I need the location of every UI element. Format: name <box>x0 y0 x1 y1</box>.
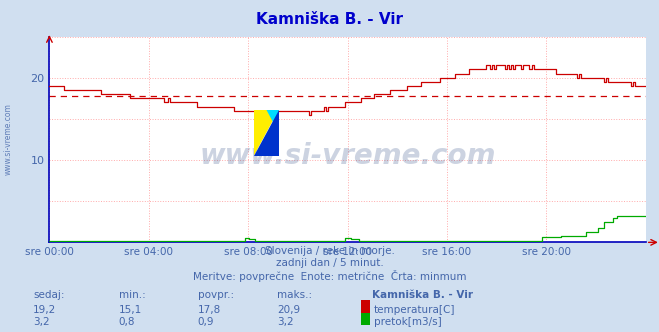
Text: pretok[m3/s]: pretok[m3/s] <box>374 317 442 327</box>
Text: maks.:: maks.: <box>277 290 312 300</box>
Text: zadnji dan / 5 minut.: zadnji dan / 5 minut. <box>275 258 384 268</box>
Text: 0,9: 0,9 <box>198 317 214 327</box>
Text: 15,1: 15,1 <box>119 305 142 315</box>
Text: Meritve: povprečne  Enote: metrične  Črta: minmum: Meritve: povprečne Enote: metrične Črta:… <box>192 270 467 282</box>
Text: Kamniška B. - Vir: Kamniška B. - Vir <box>372 290 473 300</box>
Text: sedaj:: sedaj: <box>33 290 65 300</box>
Text: min.:: min.: <box>119 290 146 300</box>
Text: 3,2: 3,2 <box>33 317 49 327</box>
Text: temperatura[C]: temperatura[C] <box>374 305 455 315</box>
Polygon shape <box>254 110 279 156</box>
Text: Kamniška B. - Vir: Kamniška B. - Vir <box>256 12 403 27</box>
Text: www.si-vreme.com: www.si-vreme.com <box>200 142 496 170</box>
Text: 0,8: 0,8 <box>119 317 135 327</box>
Text: 19,2: 19,2 <box>33 305 56 315</box>
Text: 17,8: 17,8 <box>198 305 221 315</box>
Text: Slovenija / reke in morje.: Slovenija / reke in morje. <box>264 246 395 256</box>
Text: www.si-vreme.com: www.si-vreme.com <box>4 104 13 175</box>
Polygon shape <box>266 110 279 133</box>
Text: 3,2: 3,2 <box>277 317 293 327</box>
Text: povpr.:: povpr.: <box>198 290 234 300</box>
Polygon shape <box>254 110 279 156</box>
Text: 20,9: 20,9 <box>277 305 300 315</box>
